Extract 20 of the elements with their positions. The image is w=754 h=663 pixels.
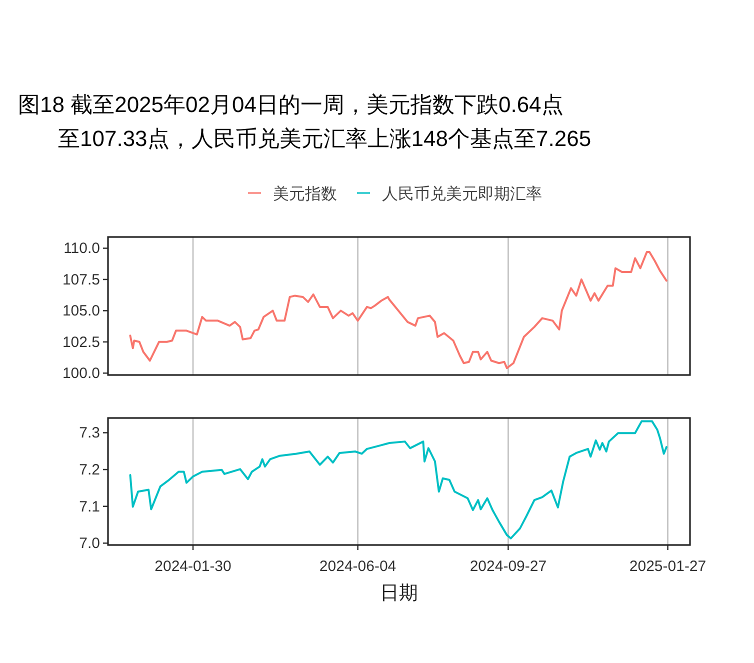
x-tick-label: 2024-06-04 <box>319 558 396 575</box>
x-tick-label: 2025-01-27 <box>629 558 706 575</box>
y-tick-label: 110.0 <box>64 240 100 258</box>
y-tick-label: 7.1 <box>79 498 100 516</box>
y-tick-label: 107.5 <box>62 271 100 288</box>
y-tick-label: 7.3 <box>79 424 100 442</box>
x-tick-label: 2024-01-30 <box>154 558 232 575</box>
legend-label: 美元指数 <box>273 185 337 203</box>
y-tick-label: 7.0 <box>79 535 100 552</box>
x-axis-title: 日期 <box>380 583 418 604</box>
x-tick-label: 2024-09-27 <box>470 558 547 575</box>
chart-subtitle: 至107.33点，人民币兑美元汇率上涨148个基点至7.265 <box>58 126 592 151</box>
legend-label: 人民币兑美元即期汇率 <box>382 185 542 203</box>
y-tick-label: 102.5 <box>62 334 100 351</box>
y-tick-label: 7.2 <box>79 462 100 479</box>
y-tick-label: 105.0 <box>62 302 100 320</box>
chart-title: 图18 截至2025年02月04日的一周，美元指数下跌0.64点 <box>18 92 564 117</box>
line-series <box>129 250 668 370</box>
line-series <box>129 420 668 540</box>
y-tick-label: 100.0 <box>62 365 100 382</box>
